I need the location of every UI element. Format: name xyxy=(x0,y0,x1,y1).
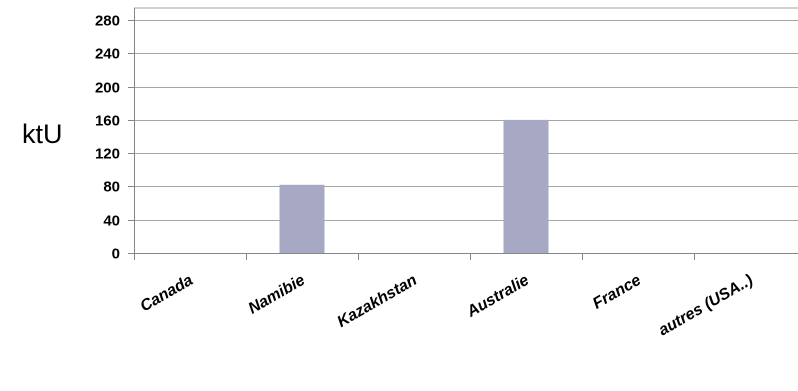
y-tick-label: 40 xyxy=(103,213,120,230)
y-tick-label: 240 xyxy=(95,46,120,63)
x-tick-label: France xyxy=(590,272,644,313)
x-tick-label: Kazakhstan xyxy=(334,272,420,331)
bars xyxy=(279,119,549,254)
bar-namibie xyxy=(279,184,325,253)
x-tick-label: autres (USA..) xyxy=(656,272,756,340)
gridlines xyxy=(134,7,798,221)
x-tick-labels: Canada Namibie Kazakhstan Australie France au… xyxy=(137,272,756,340)
y-axis-label: ktU xyxy=(22,119,63,149)
y-tick-label: 0 xyxy=(112,246,120,263)
axes xyxy=(128,8,798,260)
y-tick-label: 160 xyxy=(95,113,120,130)
y-tick-labels: 0 40 80 120 160 200 240 280 xyxy=(95,13,120,263)
y-tick-label: 280 xyxy=(95,13,120,30)
x-tick-label: Namibie xyxy=(246,272,308,318)
y-tick-label: 80 xyxy=(103,179,120,196)
y-tick-label: 200 xyxy=(95,80,120,97)
y-tick-label: 120 xyxy=(95,146,120,163)
bar-australie xyxy=(503,119,549,254)
x-tick-label: Australie xyxy=(463,272,532,322)
x-tick-label: Canada xyxy=(137,272,196,316)
